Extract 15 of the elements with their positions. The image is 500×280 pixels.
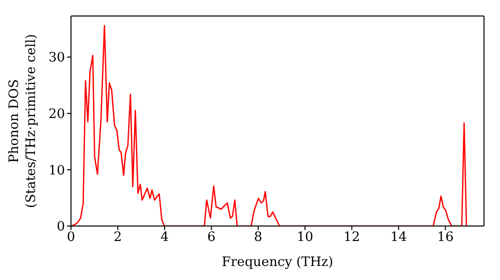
y-tick-label: 30	[48, 50, 65, 66]
y-axis-title: Phonon DOS (States/THz·primitive cell)	[7, 34, 39, 208]
x-axis-title: Frequency (THz)	[222, 255, 334, 270]
y-tick-label: 10	[48, 163, 65, 178]
x-tick-label: 12	[344, 230, 360, 246]
x-tick-label: 2	[114, 230, 122, 246]
x-tick-label: 0	[66, 230, 76, 246]
x-tick-label: 14	[390, 230, 407, 246]
x-tick-label: 4	[160, 230, 169, 246]
y-tick-label: 20	[48, 107, 65, 122]
y-tick-label: 0	[56, 220, 65, 235]
x-tick-label: 8	[254, 230, 262, 246]
x-tick-label: 16	[437, 230, 454, 246]
x-tick-label: 10	[296, 230, 314, 246]
x-tick-label: 6	[207, 230, 216, 246]
